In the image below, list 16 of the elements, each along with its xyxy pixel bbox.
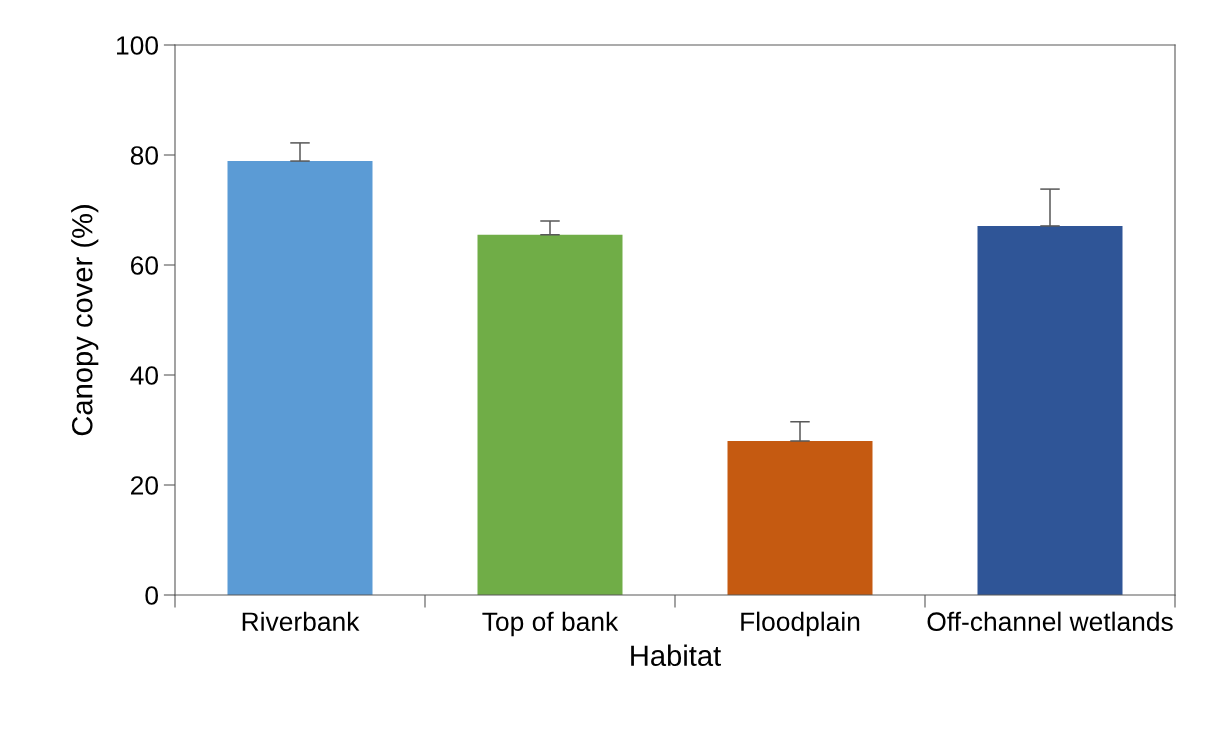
- y-tick-label: 40: [130, 366, 158, 385]
- y-tick-label: 80: [130, 146, 158, 165]
- x-tick-label: Riverbank: [242, 611, 360, 632]
- y-tick-label: 20: [131, 476, 158, 495]
- y-axis-title: Canopy cover (%): [71, 205, 99, 436]
- x-tick-label: Top of bank: [482, 611, 619, 637]
- y-tick-label: 0: [145, 586, 158, 605]
- y-tick-label: 60: [131, 256, 158, 275]
- bar: [227, 161, 373, 595]
- bar: [477, 234, 623, 595]
- bar: [727, 441, 873, 595]
- bar: [977, 225, 1123, 595]
- x-tick-label: Floodplain: [741, 611, 860, 637]
- x-tick-label: Off-channel wetlands: [927, 611, 1173, 632]
- y-tick-label: 100: [117, 36, 158, 55]
- x-axis-title: Habitat: [631, 644, 721, 667]
